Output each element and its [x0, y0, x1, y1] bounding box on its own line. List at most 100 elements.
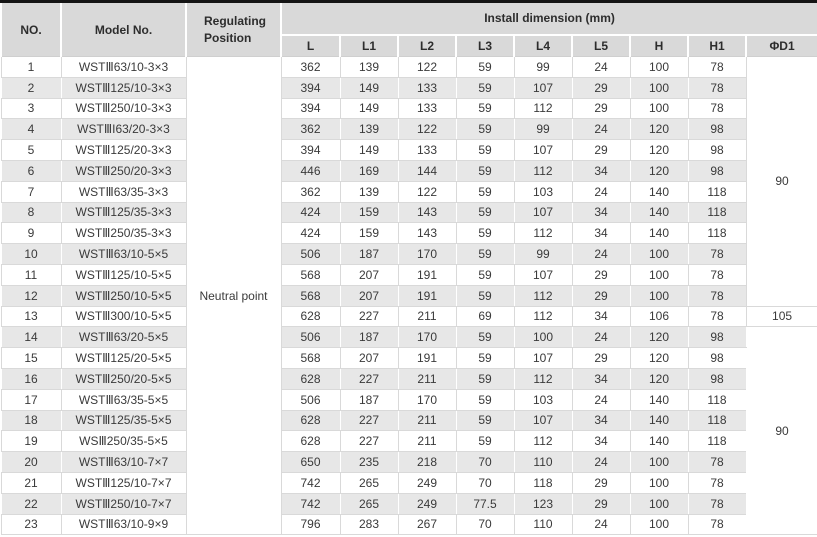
- cell-dim-l5: 24: [571, 388, 631, 411]
- cell-model: WSTⅢ250/10-7×7: [60, 492, 187, 515]
- header-dim-h1: H1: [687, 33, 747, 57]
- cell-dim-l1: 159: [339, 201, 399, 224]
- cell-no: 16: [0, 367, 62, 390]
- cell-dim-l4: 99: [513, 56, 573, 78]
- cell-dim-l3: 59: [455, 326, 515, 349]
- cell-dim-l3: 70: [455, 513, 515, 536]
- cell-dim-l1: 265: [339, 492, 399, 515]
- cell-dim-h: 140: [629, 222, 689, 245]
- cell-dim-l4: 103: [513, 388, 573, 411]
- cell-dim-h: 100: [629, 471, 689, 494]
- cell-dim-l2: 249: [397, 471, 457, 494]
- cell-model: WSTⅢ250/20-3×3: [60, 159, 187, 182]
- cell-dim-l5: 34: [571, 430, 631, 453]
- cell-dim-h: 120: [629, 159, 689, 182]
- cell-dim-h1: 78: [687, 492, 747, 515]
- cell-dim-h1: 78: [687, 305, 747, 328]
- cell-regulating-position: Neutral point: [185, 55, 282, 536]
- table-row: 3 WSTⅢ250/10-3×3 394 149 133 59 112 29 100 78: [0, 97, 817, 120]
- cell-dim-h: 100: [629, 284, 689, 307]
- cell-dim-l1: 187: [339, 388, 399, 411]
- cell-no: 18: [0, 409, 62, 432]
- cell-dim-l1: 207: [339, 284, 399, 307]
- cell-no: 9: [0, 222, 62, 245]
- cell-dim-h: 100: [629, 56, 689, 78]
- cell-dim-h1: 78: [687, 97, 747, 120]
- cell-model: WSTⅢ250/10-5×5: [60, 284, 187, 307]
- cell-dim-l5: 24: [571, 56, 631, 78]
- cell-dim-h: 120: [629, 139, 689, 161]
- cell-dim-l2: 143: [397, 201, 457, 224]
- cell-no: 19: [0, 430, 62, 453]
- cell-no: 5: [0, 139, 62, 161]
- cell-dim-h1: 78: [687, 471, 747, 494]
- header-dim-l: L: [280, 33, 341, 57]
- table-row: 10 WSTⅢ63/10-5×5 506 187 170 59 99 24 100 78: [0, 243, 817, 265]
- cell-dim-l1: 227: [339, 409, 399, 432]
- cell-phid1: 105: [745, 305, 817, 328]
- cell-dim-h: 140: [629, 409, 689, 432]
- cell-phid1: 90: [745, 326, 817, 536]
- cell-no: 23: [0, 513, 62, 536]
- cell-dim-h1: 118: [687, 201, 747, 224]
- header-row-top: NO. Model No. Regulating Position Instal…: [0, 0, 817, 57]
- cell-dim-h: 100: [629, 492, 689, 515]
- cell-dim-l4: 112: [513, 159, 573, 182]
- cell-model: WSⅢ250/35-5×5: [60, 430, 187, 453]
- cell-dim-l2: 133: [397, 97, 457, 120]
- cell-dim-h1: 118: [687, 409, 747, 432]
- cell-no: 3: [0, 97, 62, 120]
- cell-dim-l5: 29: [571, 471, 631, 494]
- cell-no: 4: [0, 118, 62, 141]
- cell-model: WSTⅢ125/35-3×3: [60, 201, 187, 224]
- cell-model: WSTⅢ250/20-5×5: [60, 367, 187, 390]
- cell-dim-l3: 59: [455, 139, 515, 161]
- header-dim-l5: L5: [571, 33, 631, 57]
- cell-dim-h: 106: [629, 305, 689, 328]
- cell-model: WSTⅢ63/10-7×7: [60, 451, 187, 473]
- cell-dim-l: 628: [280, 305, 341, 328]
- cell-dim-h1: 98: [687, 139, 747, 161]
- cell-dim-h: 100: [629, 263, 689, 286]
- cell-dim-l3: 59: [455, 56, 515, 78]
- cell-dim-l3: 59: [455, 243, 515, 265]
- cell-dim-h: 100: [629, 451, 689, 473]
- cell-dim-h: 120: [629, 118, 689, 141]
- cell-dim-h1: 78: [687, 76, 747, 99]
- table-row: 14 WSTⅢ63/20-5×5 506 187 170 59 100 24 120 98 90: [0, 326, 817, 536]
- header-dim-phid1: ΦD1: [744, 33, 817, 57]
- table-body: 1 WSTⅢ63/10-3×3 Neutral point 362 139 122 59 99…: [0, 55, 817, 536]
- table-row: 12 WSTⅢ250/10-5×5 568 207 191 59 112 29 100 78: [0, 284, 817, 307]
- cell-model: WSTⅢ250/35-3×3: [60, 222, 187, 245]
- cell-dim-l4: 110: [513, 513, 573, 536]
- cell-model: WSTⅢ63/10-5×5: [60, 243, 187, 265]
- cell-dim-l: 506: [280, 326, 341, 349]
- cell-dim-h: 140: [629, 180, 689, 203]
- cell-model: WSTⅢ125/10-7×7: [60, 471, 187, 494]
- cell-dim-l5: 34: [571, 201, 631, 224]
- cell-dim-l: 628: [280, 409, 341, 432]
- cell-dim-l: 394: [280, 139, 341, 161]
- cell-dim-l4: 100: [513, 326, 573, 349]
- header-dim-l4: L4: [513, 33, 573, 57]
- cell-dim-l5: 34: [571, 409, 631, 432]
- cell-dim-l1: 149: [339, 139, 399, 161]
- table-row: 6 WSTⅢ250/20-3×3 446 169 144 59 112 34 120 98: [0, 159, 817, 182]
- cell-dim-l2: 133: [397, 139, 457, 161]
- cell-dim-l5: 34: [571, 222, 631, 245]
- cell-dim-l1: 139: [339, 180, 399, 203]
- cell-model: WSTⅢ63/20-5×5: [60, 326, 187, 349]
- cell-dim-l3: 59: [455, 97, 515, 120]
- cell-dim-l4: 107: [513, 263, 573, 286]
- cell-dim-l3: 69: [455, 305, 515, 328]
- cell-no: 10: [0, 243, 62, 265]
- cell-dim-l3: 59: [455, 118, 515, 141]
- cell-dim-l3: 59: [455, 409, 515, 432]
- cell-model: WSTⅢ125/10-5×5: [60, 263, 187, 286]
- cell-dim-l1: 265: [339, 471, 399, 494]
- cell-dim-l3: 59: [455, 388, 515, 411]
- cell-dim-l4: 107: [513, 409, 573, 432]
- cell-dim-l: 650: [280, 451, 341, 473]
- cell-dim-l2: 218: [397, 451, 457, 473]
- cell-dim-l4: 103: [513, 180, 573, 203]
